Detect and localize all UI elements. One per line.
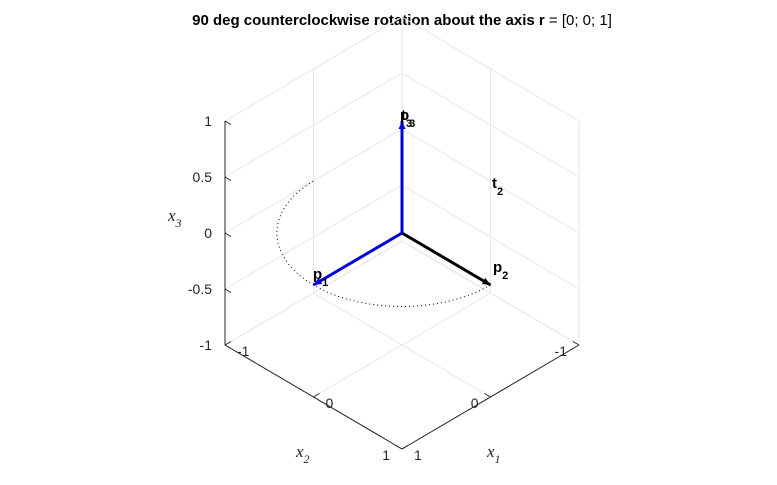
x2-axis-label: x2 [295, 442, 310, 466]
x3-tick-mark [224, 120, 232, 125]
vector-label-p3: p3 [400, 107, 415, 130]
x3-tick-mark [224, 344, 232, 349]
grid-line [401, 184, 580, 290]
tick-labels: -1 0 1 -1 0 1 -1 -0.5 0 0.5 1 [188, 113, 580, 463]
vector-p1 [401, 231, 492, 287]
x1-axis-label: x1 [486, 442, 501, 466]
x3-tick-label: 1 [204, 113, 212, 129]
grid-line [224, 128, 403, 234]
x1-tick-label: 0 [326, 395, 334, 411]
x3-tick-mark [224, 288, 232, 293]
vector-p2 [312, 231, 403, 287]
vector-label-t3: t3 [401, 107, 412, 130]
grid-line [401, 16, 580, 122]
x3-tick-label: 0.5 [193, 169, 213, 185]
x3-tick-mark [224, 176, 232, 181]
x3-tick-label: -1 [200, 337, 213, 353]
arrowhead-p1 [481, 277, 491, 285]
x1-tick-label: 1 [414, 447, 422, 463]
grid-line [224, 16, 403, 122]
chart-title: 90 deg counterclockwise rotation about t… [192, 12, 612, 29]
grid-line [313, 292, 491, 398]
grid-line [401, 240, 580, 346]
x1-tick-label: -1 [237, 343, 250, 359]
vectors [312, 121, 492, 287]
vector-label-t2: t2 [492, 175, 503, 198]
x2-tick-mark [395, 445, 403, 450]
grid-line [224, 240, 403, 346]
x2-tick-label: 1 [382, 447, 390, 463]
x3-axis-label: x3 [167, 206, 182, 230]
grid-line [401, 128, 580, 234]
x1-tick-mark [401, 445, 409, 450]
vector-label-p2: p2 [493, 259, 508, 282]
x3-tick-label: 0 [204, 225, 212, 241]
x2-tick-label: 0 [471, 395, 479, 411]
x2-tick-mark [484, 393, 491, 398]
arrowhead-p2 [313, 277, 323, 285]
x3-tick-mark [224, 232, 232, 237]
x1-tick-mark [224, 341, 232, 346]
x2-tick-label: -1 [555, 343, 568, 359]
arrowhead-p3 [398, 121, 406, 129]
grid-line [224, 184, 403, 290]
x1-tick-mark [313, 393, 320, 398]
grid-line [401, 72, 580, 178]
vector-label-p1: p1 [313, 266, 328, 289]
grid-line [224, 72, 403, 178]
x3-tick-label: -0.5 [188, 281, 212, 297]
x2-tick-mark [572, 341, 580, 346]
